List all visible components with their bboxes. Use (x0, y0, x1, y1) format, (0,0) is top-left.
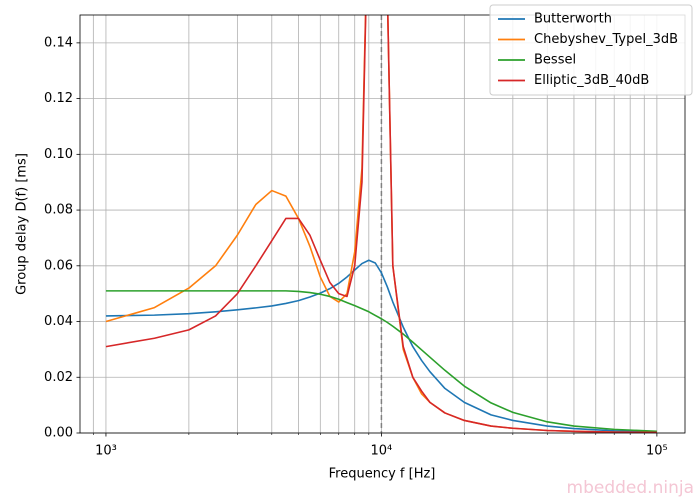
y-tick-label: 0.12 (44, 91, 73, 106)
y-tick-label: 0.14 (44, 35, 73, 50)
series-line (105, 15, 657, 433)
y-tick-label: 0.02 (44, 370, 73, 385)
legend: Butterworth Chebyshev_TypeI_3dB Bessel Elli… (489, 4, 693, 96)
y-tick-label: 0.08 (44, 203, 73, 218)
axes-frame (79, 14, 686, 434)
x-tick-label: 10³ (95, 444, 117, 459)
legend-box (489, 4, 693, 96)
legend-label: Elliptic_3dB_40dB (534, 73, 649, 88)
y-tick-label: 0.10 (44, 147, 73, 162)
y-tick-label: 0.06 (44, 258, 73, 273)
series-line (105, 259, 657, 433)
legend-label: Bessel (534, 53, 576, 68)
plot-area (105, 15, 657, 433)
x-tick-label: 10⁴ (371, 444, 393, 459)
series-line (105, 290, 657, 433)
y-tick-label: 0.00 (44, 426, 73, 441)
x-axis-label: Frequency f [Hz] (329, 467, 436, 482)
watermark: mbedded.ninja (567, 478, 694, 498)
legend-label: Chebyshev_TypeI_3dB (534, 32, 678, 47)
y-axis-label: Group delay D(f) [ms] (15, 153, 30, 295)
x-tick-label: 10⁵ (646, 444, 668, 459)
legend-label: Butterworth (534, 12, 612, 27)
y-tick-label: 0.04 (44, 314, 73, 329)
